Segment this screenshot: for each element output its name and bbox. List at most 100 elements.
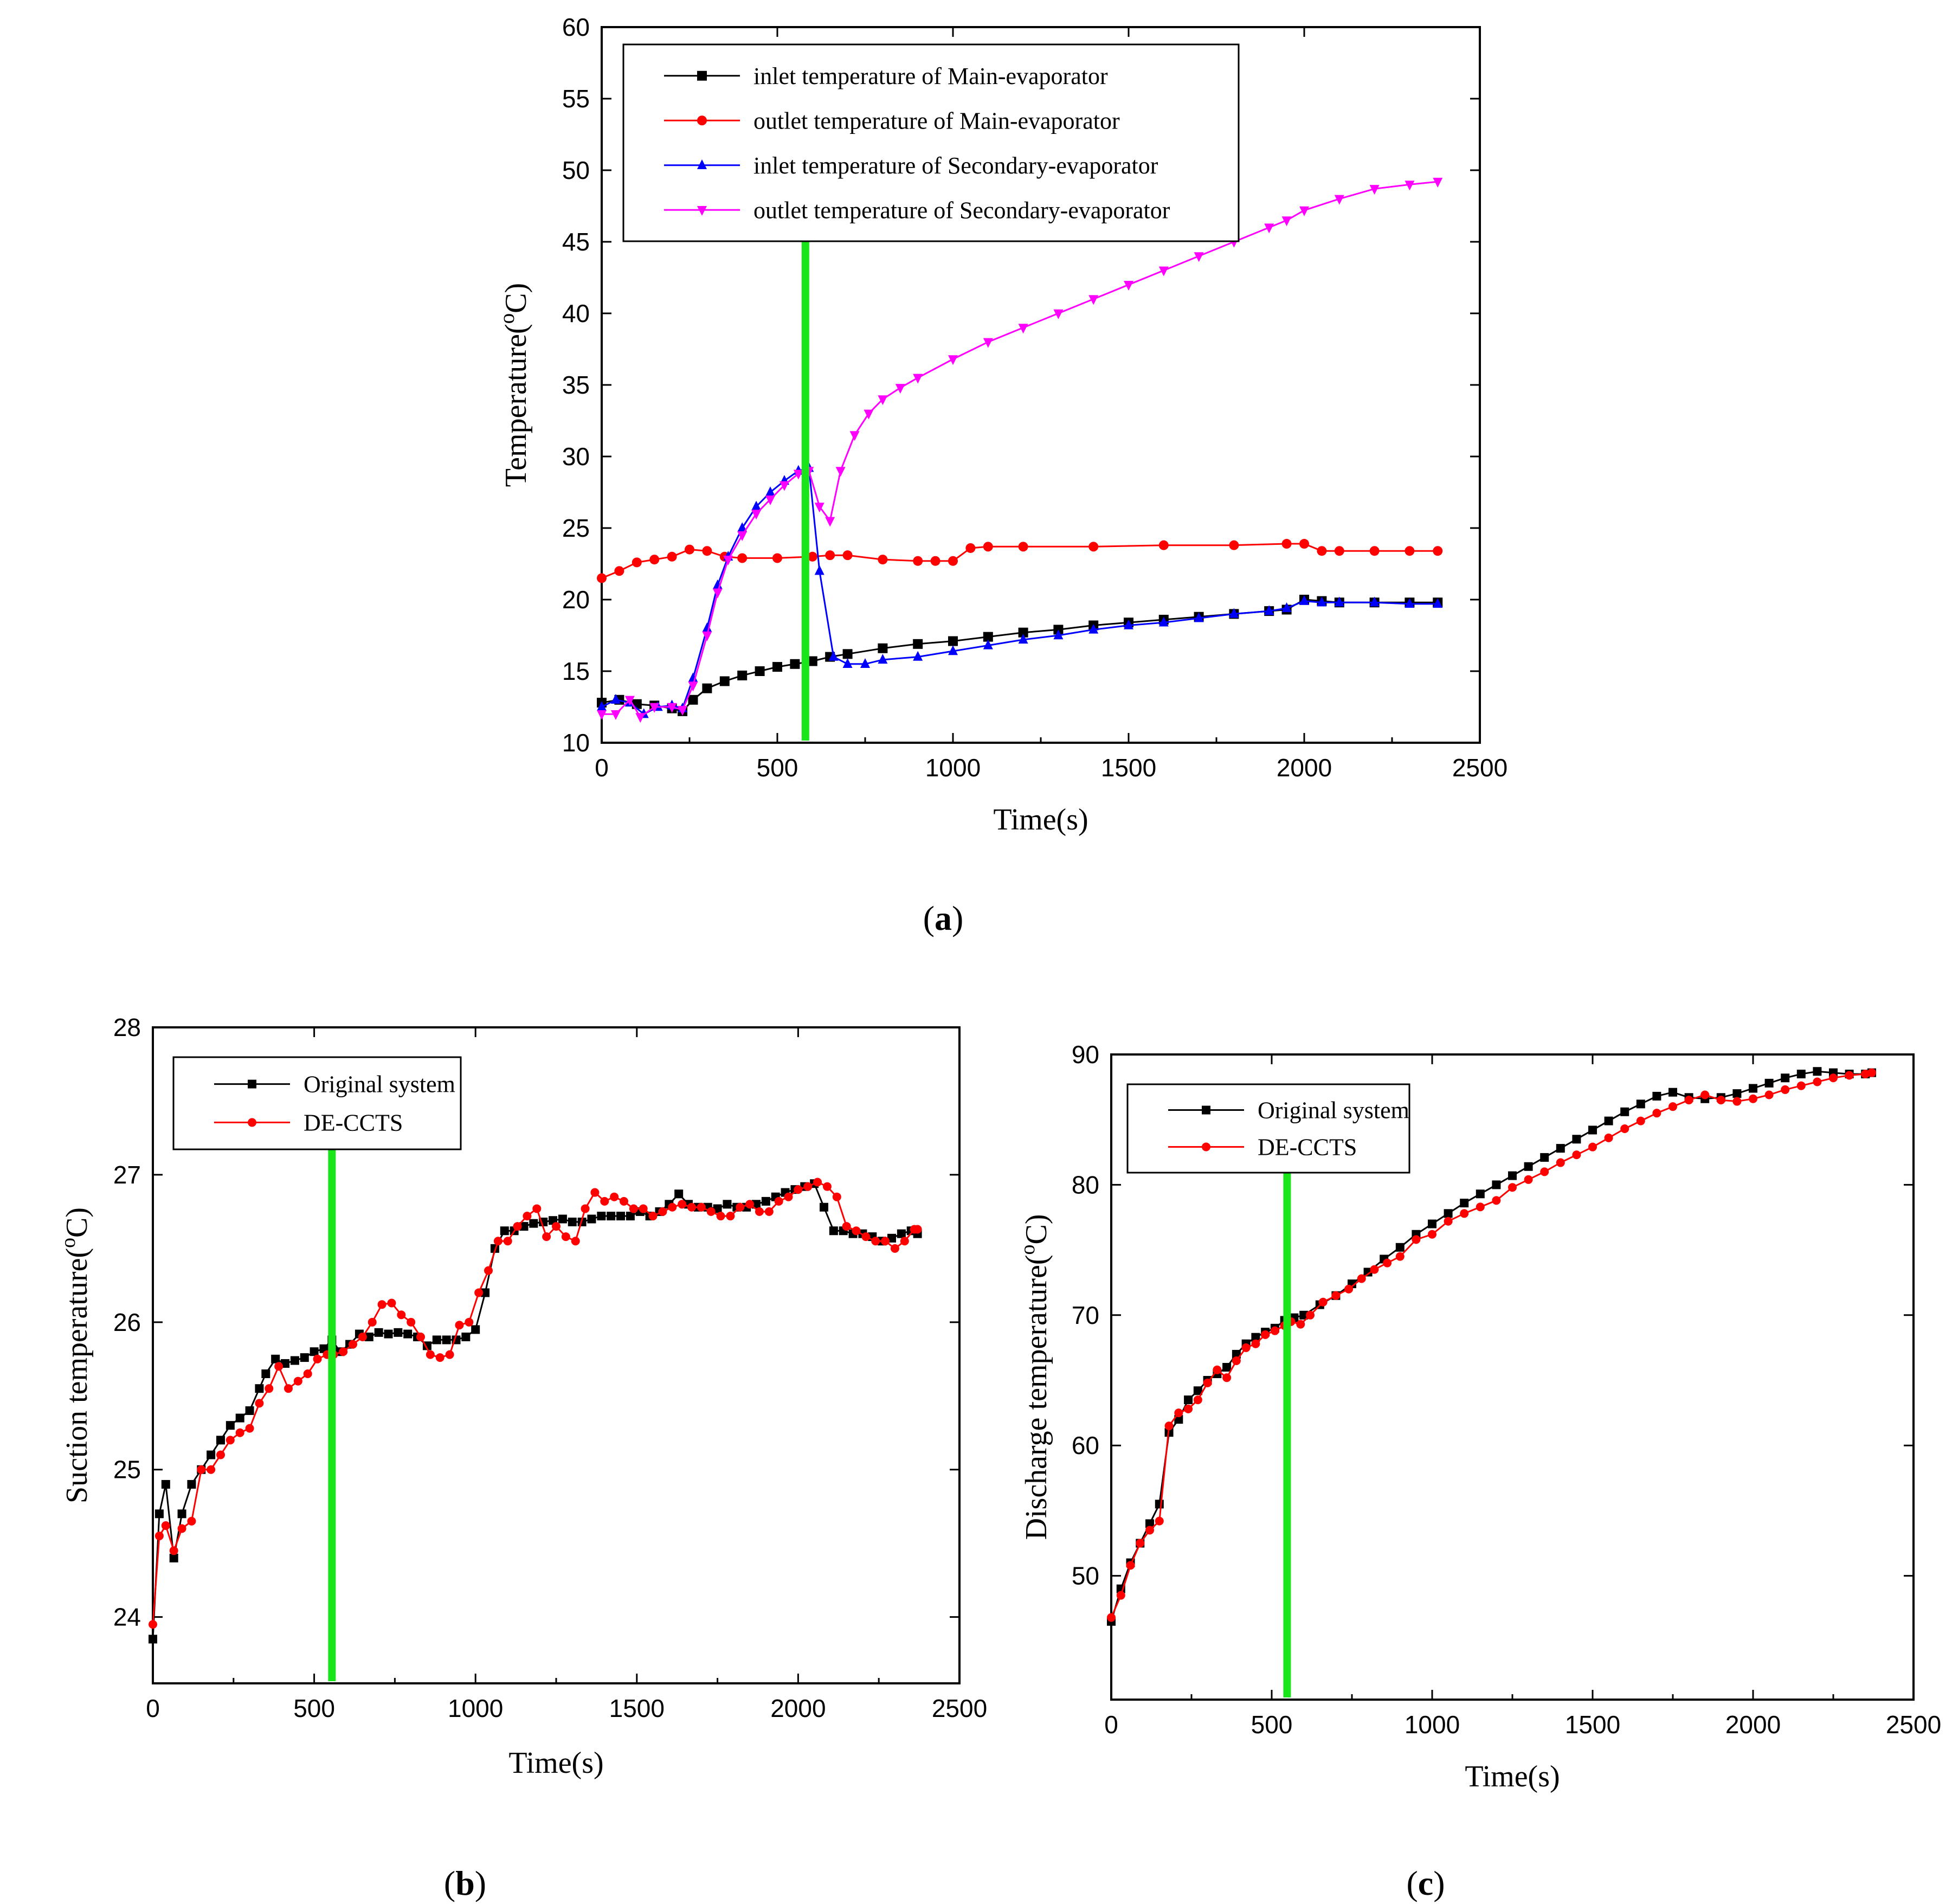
data-point [310, 1347, 319, 1356]
data-point [293, 1376, 302, 1386]
series-0 [149, 1179, 922, 1644]
data-point [1299, 595, 1309, 605]
data-point [803, 1182, 813, 1191]
data-point [878, 654, 888, 664]
data-point [948, 556, 958, 566]
data-point [900, 1237, 909, 1246]
data-point [1331, 1291, 1341, 1300]
data-point [245, 1406, 254, 1415]
data-point [667, 703, 677, 713]
data-point [1732, 1097, 1742, 1106]
data-point [1492, 1196, 1501, 1205]
data-point [1460, 1199, 1469, 1208]
data-point [597, 701, 607, 711]
data-point [1126, 1561, 1135, 1570]
data-point [169, 1553, 178, 1562]
data-point [1604, 1133, 1613, 1142]
data-point [667, 551, 677, 562]
data-point [471, 1325, 480, 1334]
data-point [1556, 1158, 1565, 1167]
data-point [1524, 1175, 1533, 1184]
data-point [1306, 1310, 1315, 1320]
y-tick-label: 50 [562, 156, 590, 184]
y-tick-label: 40 [562, 299, 590, 327]
data-point [364, 1333, 373, 1342]
data-point [1299, 206, 1309, 216]
chart-panel-b: 0 500 1000 1500 2000 2500 24 25 26 27 28 Time(s) Suc… [57, 1013, 987, 1902]
y-tick-label: 24 [113, 1603, 141, 1631]
data-point [1164, 1421, 1174, 1431]
data-point [1444, 1217, 1453, 1226]
data-point [983, 639, 993, 649]
y-axis-title: Suction temperature(oC) [57, 1207, 94, 1503]
data-point [658, 1207, 667, 1216]
data-point [1813, 1067, 1822, 1076]
data-point [793, 469, 803, 480]
data-point [1412, 1235, 1421, 1244]
data-point [274, 1362, 284, 1371]
x-tick-label: 0 [1104, 1710, 1118, 1739]
data-point [590, 1188, 600, 1197]
data-point [737, 670, 748, 680]
data-point [403, 1329, 413, 1339]
data-point [1796, 1081, 1806, 1090]
data-point [1781, 1073, 1790, 1083]
data-point [1395, 1252, 1405, 1261]
y-tick-label: 20 [562, 586, 590, 614]
y-tick-label: 15 [562, 657, 590, 685]
data-point [1088, 542, 1099, 552]
data-point [765, 486, 776, 497]
data-point [751, 510, 762, 520]
y-tick-label: 60 [1072, 1431, 1099, 1459]
series-3 [597, 177, 1443, 723]
data-point [887, 1233, 897, 1243]
data-point [1184, 1404, 1193, 1413]
data-point [852, 1226, 861, 1236]
data-point [561, 1232, 570, 1242]
data-point [1369, 185, 1380, 195]
series-line [152, 1181, 918, 1625]
data-point [169, 1546, 178, 1555]
data-point [407, 1317, 416, 1327]
data-point [842, 649, 853, 659]
data-point [1370, 1265, 1379, 1274]
data-point [1317, 546, 1327, 556]
legend-entry-label: DE-CCTS [1258, 1134, 1357, 1160]
legend-marker [697, 159, 707, 169]
data-point [226, 1436, 235, 1445]
x-tick-label: 1000 [1405, 1710, 1460, 1739]
data-point [1145, 1526, 1155, 1535]
panel-label-letter: a [935, 899, 952, 937]
x-tick-label: 2500 [932, 1694, 987, 1722]
data-point [1241, 1343, 1251, 1352]
data-point [1620, 1124, 1629, 1134]
data-point [752, 1200, 761, 1209]
data-point [1232, 1356, 1241, 1365]
data-point [1604, 1116, 1613, 1125]
data-point [1124, 281, 1133, 291]
chart-panel-a: 0 500 1000 1500 2000 2500 10 15 20 25 30 35 40 45 50 55… [495, 13, 1508, 937]
legend-entry-label: outlet temperature of Secondary-evaporat… [753, 197, 1170, 223]
data-point [755, 666, 765, 676]
data-point [737, 522, 748, 532]
legend-marker [248, 1118, 256, 1127]
data-point [864, 409, 874, 420]
data-point [1107, 1613, 1116, 1622]
data-point [1357, 1274, 1366, 1283]
data-point [1433, 546, 1443, 556]
data-point [726, 1212, 735, 1221]
data-point [1281, 602, 1292, 613]
panel-label-letter: c [1418, 1864, 1433, 1902]
data-point [948, 636, 958, 646]
data-point [1158, 266, 1169, 276]
data-point [813, 1178, 822, 1187]
x-tick-label: 1000 [448, 1694, 503, 1722]
data-point [207, 1450, 216, 1459]
legend-marker [697, 206, 707, 216]
data-point [737, 553, 748, 563]
data-point [542, 1232, 551, 1242]
data-point [207, 1465, 216, 1474]
panel-label-close: ) [475, 1864, 486, 1902]
data-point [581, 1204, 590, 1213]
